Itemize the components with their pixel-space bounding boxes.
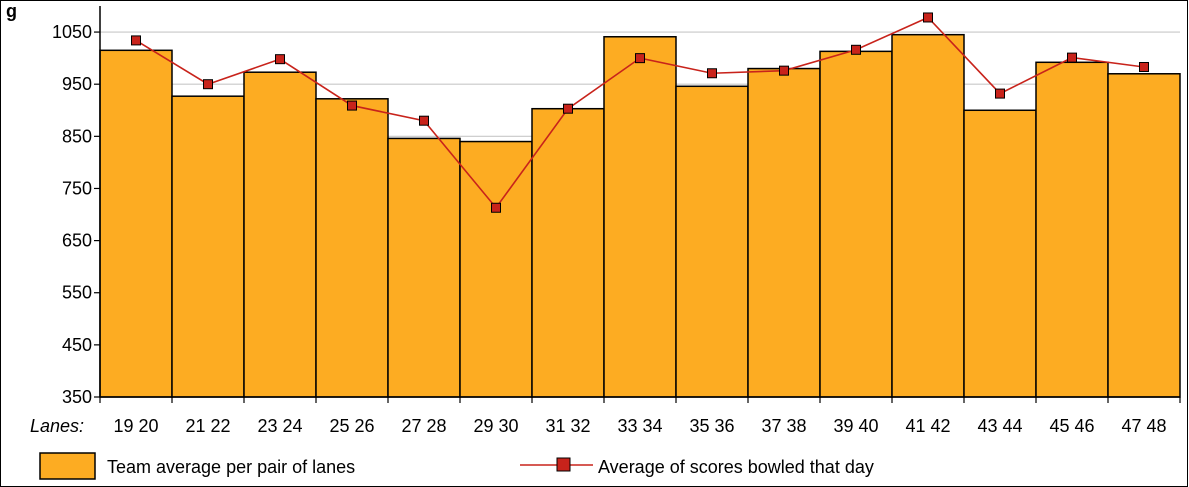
bar-6 (532, 109, 604, 397)
x-tick-label-3: 25 26 (329, 416, 374, 436)
line-point-11 (924, 13, 933, 22)
line-point-3 (348, 101, 357, 110)
x-tick-label-13: 45 46 (1049, 416, 1094, 436)
y-tick-label-1050: 1050 (52, 22, 92, 42)
y-tick-label-450: 450 (62, 335, 92, 355)
x-tick-label-9: 37 38 (761, 416, 806, 436)
x-tick-label-14: 47 48 (1121, 416, 1166, 436)
line-point-9 (780, 66, 789, 75)
legend-swatch-bars (40, 453, 95, 479)
legend-marker-sample (557, 458, 570, 471)
x-tick-label-7: 33 34 (617, 416, 662, 436)
bar-3 (316, 99, 388, 397)
x-tick-label-12: 43 44 (977, 416, 1022, 436)
x-tick-label-6: 31 32 (545, 416, 590, 436)
line-point-5 (492, 203, 501, 212)
line-point-7 (636, 54, 645, 63)
bar-9 (748, 69, 820, 397)
line-point-0 (132, 36, 141, 45)
bar-5 (460, 142, 532, 397)
x-tick-label-11: 41 42 (905, 416, 950, 436)
x-tick-labels: 19 20 21 22 23 24 25 26 27 28 29 30 31 32 33 34… (113, 416, 1166, 436)
line-point-12 (996, 89, 1005, 98)
bar-11 (892, 35, 964, 397)
legend-label-bars: Team average per pair of lanes (107, 457, 355, 477)
line-point-4 (420, 116, 429, 125)
bar-1 (172, 96, 244, 397)
line-point-10 (852, 45, 861, 54)
line-point-13 (1068, 53, 1077, 62)
line-point-8 (708, 69, 717, 78)
x-tick-label-1: 21 22 (185, 416, 230, 436)
x-tick-label-10: 39 40 (833, 416, 878, 436)
bar-14 (1108, 74, 1180, 397)
line-point-14 (1140, 62, 1149, 71)
bar-8 (676, 86, 748, 397)
bar-13 (1036, 62, 1108, 397)
x-axis-prefix: Lanes: (30, 416, 84, 436)
bar-10 (820, 51, 892, 397)
line-point-1 (204, 80, 213, 89)
chart-title: g (6, 1, 17, 21)
x-tick-label-8: 35 36 (689, 416, 734, 436)
y-tick-label-850: 850 (62, 126, 92, 146)
bar-0 (100, 50, 172, 397)
legend-label-line: Average of scores bowled that day (598, 457, 874, 477)
bar-12 (964, 110, 1036, 397)
bar-4 (388, 138, 460, 397)
y-tick-label-350: 350 (62, 387, 92, 407)
line-point-6 (564, 104, 573, 113)
y-tick-label-950: 950 (62, 74, 92, 94)
x-tick-label-2: 23 24 (257, 416, 302, 436)
y-tick-label-550: 550 (62, 283, 92, 303)
y-tick-label-750: 750 (62, 178, 92, 198)
y-tick-label-650: 650 (62, 231, 92, 251)
x-tick-label-4: 27 28 (401, 416, 446, 436)
x-tick-label-5: 29 30 (473, 416, 518, 436)
bar-7 (604, 37, 676, 397)
line-point-2 (276, 55, 285, 64)
x-tick-label-0: 19 20 (113, 416, 158, 436)
bar-2 (244, 72, 316, 397)
